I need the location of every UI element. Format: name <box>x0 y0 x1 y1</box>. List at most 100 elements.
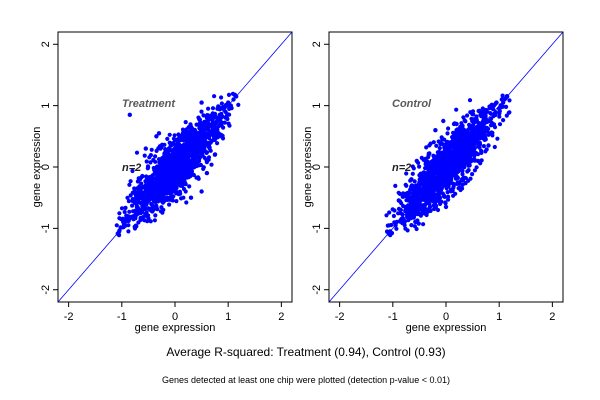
data-point <box>126 199 131 204</box>
y-tick-label: -1 <box>311 223 323 233</box>
data-point <box>131 209 136 214</box>
data-point <box>406 203 412 208</box>
panel-label-treatment: Treatment <box>122 98 176 110</box>
data-point <box>143 207 148 212</box>
data-point <box>486 118 491 124</box>
data-point <box>177 169 182 174</box>
data-point <box>199 100 204 105</box>
r-squared-summary: Average R-squared: Treatment (0.94), Con… <box>166 345 445 359</box>
data-point <box>212 120 218 125</box>
data-point <box>221 125 226 130</box>
data-point <box>454 128 459 133</box>
data-point <box>482 117 487 122</box>
data-point <box>204 170 210 176</box>
y-axis-ticks: -2 -1 0 1 2 <box>311 41 329 295</box>
data-point <box>172 133 177 138</box>
data-point <box>471 130 476 135</box>
data-point <box>130 168 135 174</box>
data-point <box>204 118 210 124</box>
data-point <box>501 118 506 123</box>
data-point <box>409 177 414 182</box>
data-point <box>451 185 456 190</box>
data-point <box>422 192 427 197</box>
data-point <box>414 201 419 206</box>
data-point <box>171 194 176 199</box>
data-point <box>155 207 160 212</box>
data-point <box>440 183 445 188</box>
data-point <box>219 111 224 117</box>
data-point <box>447 163 452 168</box>
data-point <box>203 123 208 128</box>
detection-note: Genes detected at least one chip were pl… <box>162 375 450 385</box>
data-point <box>475 134 481 139</box>
data-point <box>449 170 454 176</box>
data-point <box>459 186 465 191</box>
data-point <box>422 174 427 179</box>
data-point <box>183 143 188 148</box>
x-axis-ticks: -2 -1 0 1 2 <box>64 302 284 323</box>
data-point <box>173 157 178 162</box>
x-tick-label: -2 <box>335 311 345 323</box>
data-point <box>451 134 457 139</box>
data-point <box>396 198 401 203</box>
data-point <box>234 94 239 99</box>
data-point <box>453 166 459 171</box>
data-point <box>144 159 149 164</box>
data-point <box>451 130 456 135</box>
data-point <box>385 223 390 228</box>
data-point <box>187 141 192 146</box>
data-point <box>147 155 152 160</box>
data-point <box>426 151 431 156</box>
data-point <box>500 93 505 98</box>
data-point <box>422 186 428 191</box>
data-point <box>176 181 182 186</box>
data-point <box>492 144 497 150</box>
data-point <box>196 122 202 127</box>
data-point <box>455 152 460 157</box>
panel-label-control: Control <box>392 98 432 110</box>
data-point <box>481 124 486 130</box>
data-point <box>390 207 395 212</box>
data-point <box>162 177 167 182</box>
data-point <box>449 157 454 162</box>
y-tick-label: 0 <box>40 164 52 170</box>
data-point <box>188 195 194 200</box>
data-point <box>446 146 451 151</box>
data-point <box>463 161 468 166</box>
data-point <box>468 176 473 181</box>
data-point <box>158 158 163 163</box>
data-point <box>164 158 170 164</box>
data-point <box>204 115 210 120</box>
data-point <box>144 174 149 179</box>
x-axis-label: gene expression <box>406 322 487 334</box>
data-point <box>475 158 481 164</box>
data-point <box>218 121 223 127</box>
data-point <box>425 189 430 194</box>
data-point <box>451 144 457 149</box>
data-point <box>423 156 428 161</box>
data-point <box>412 179 417 184</box>
data-point <box>394 226 399 231</box>
data-point <box>423 160 428 165</box>
data-point <box>407 191 412 196</box>
data-point <box>162 164 167 169</box>
data-point <box>441 118 446 124</box>
data-point <box>132 186 137 191</box>
data-point <box>170 155 175 160</box>
data-point <box>148 177 154 182</box>
data-point <box>419 195 425 200</box>
data-point <box>416 205 421 210</box>
data-point <box>391 213 396 219</box>
data-point <box>191 152 196 157</box>
x-tick-label: 2 <box>549 311 555 323</box>
data-point <box>200 151 205 156</box>
data-point <box>143 146 148 151</box>
data-point <box>151 157 156 163</box>
data-point <box>156 131 162 136</box>
data-point <box>189 161 194 166</box>
data-point <box>206 155 212 160</box>
data-point <box>123 205 128 211</box>
data-point <box>184 200 189 205</box>
data-point <box>209 162 214 167</box>
data-point <box>211 134 216 139</box>
